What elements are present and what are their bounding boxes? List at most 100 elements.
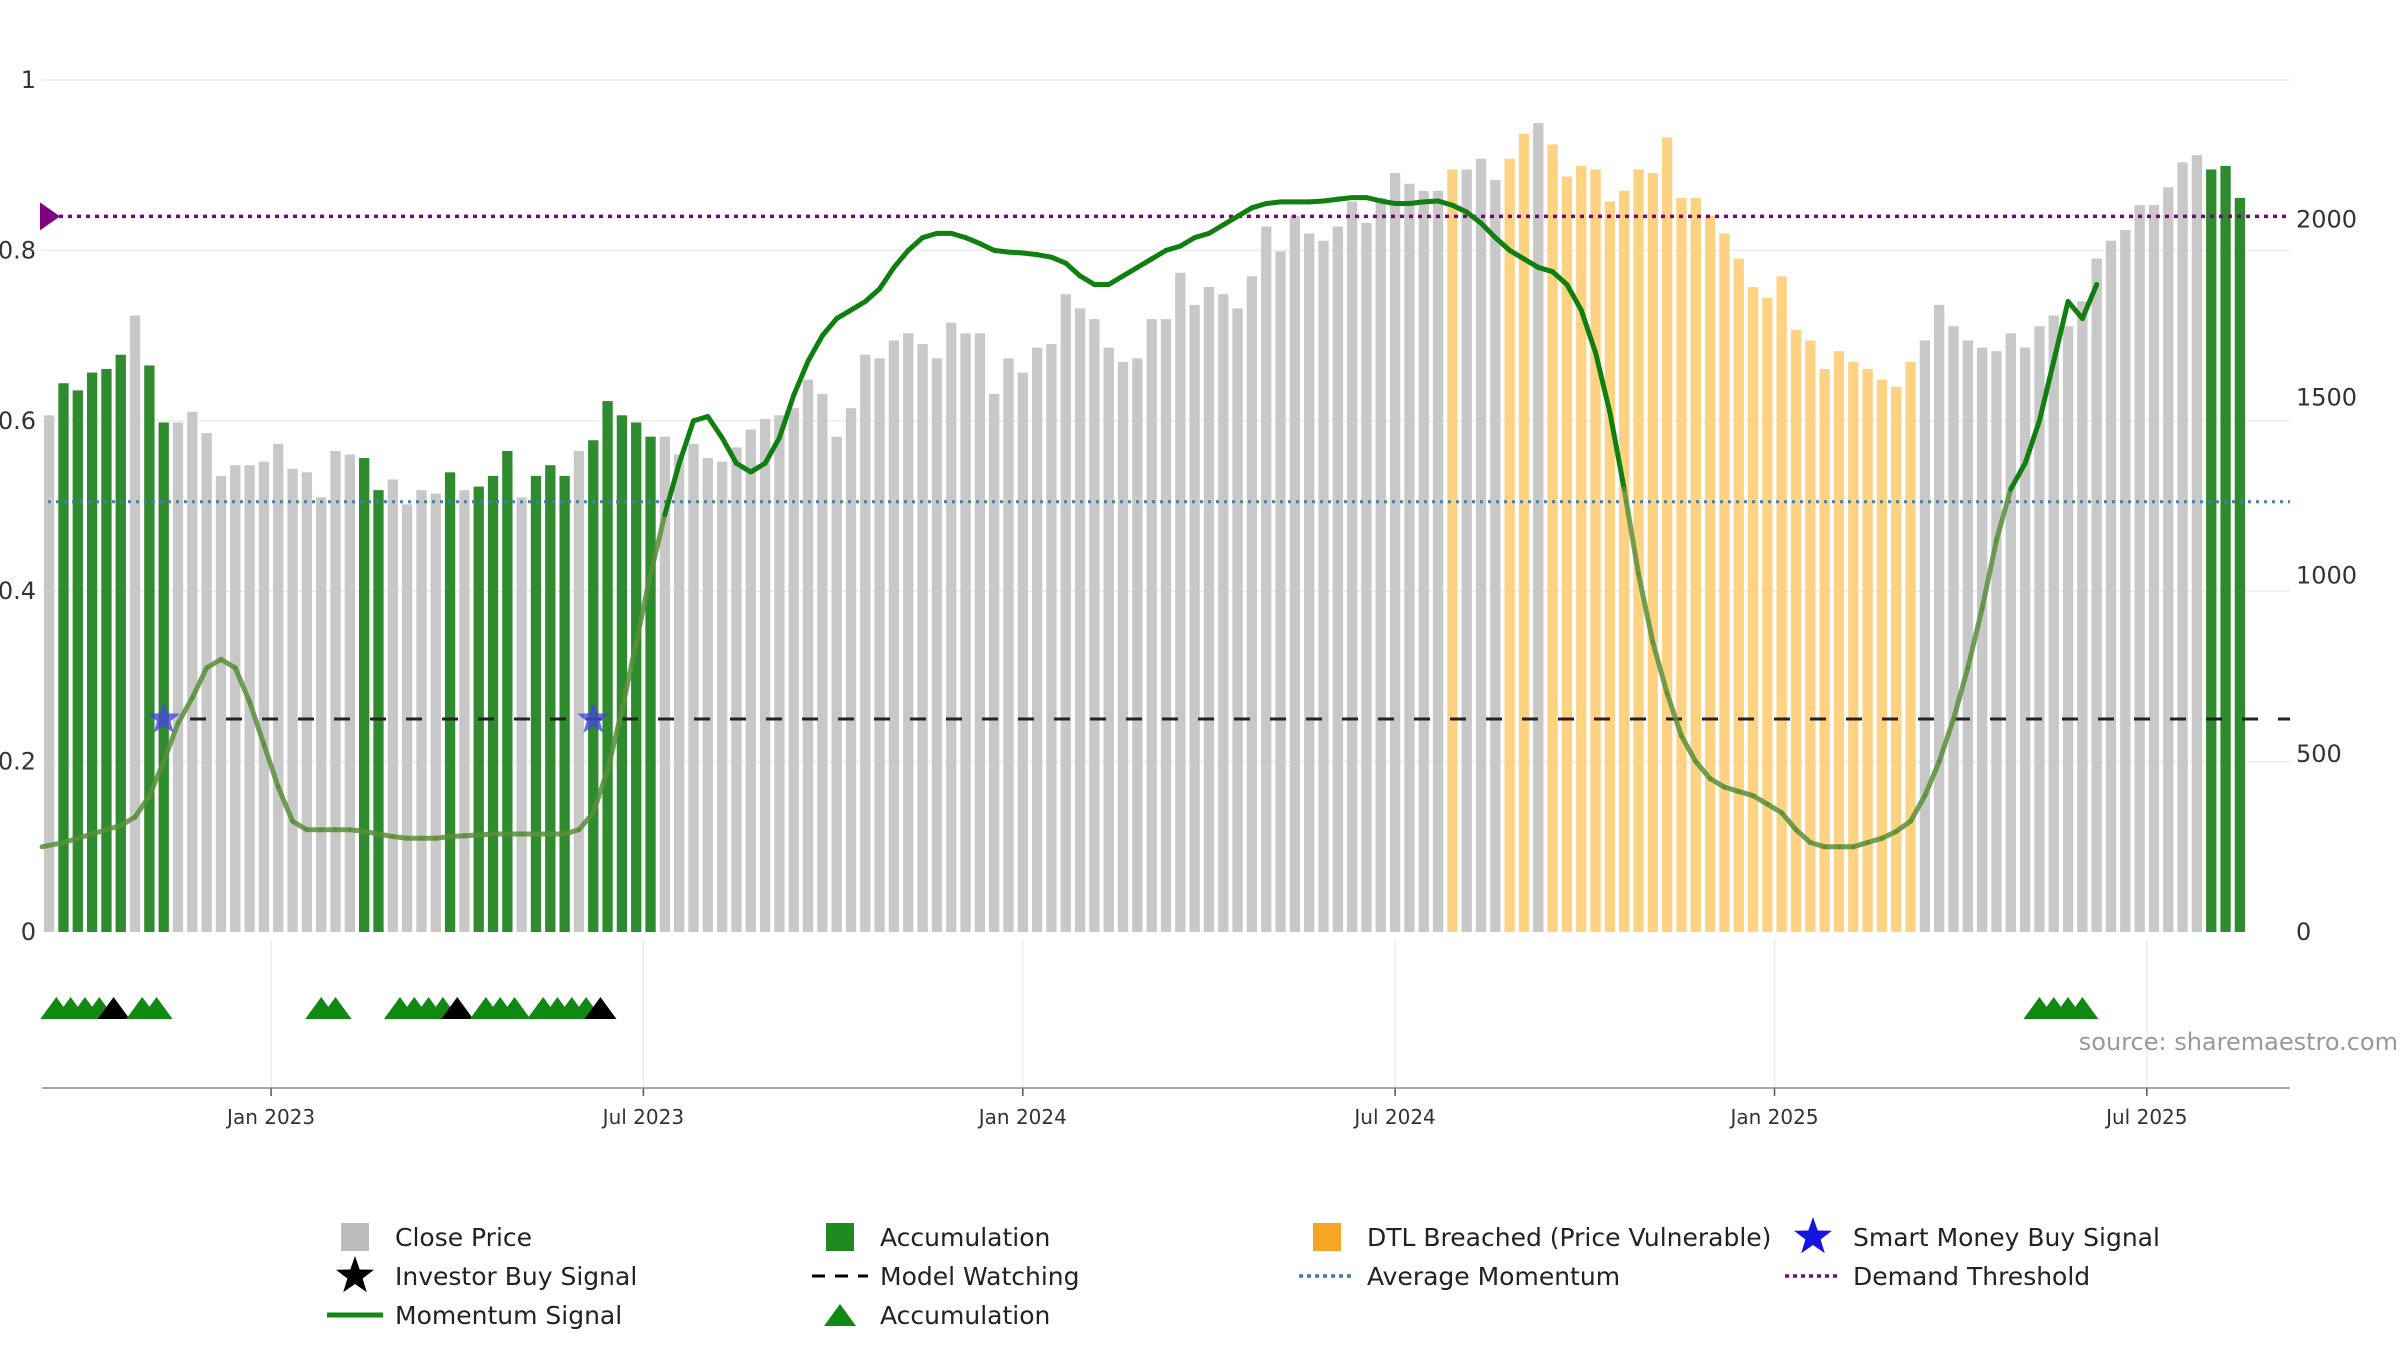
accumulation-bar (2206, 169, 2217, 932)
momentum-signal-segment (1134, 256, 1155, 270)
close-price-bar (1948, 326, 1959, 932)
accumulation-bar (158, 422, 169, 932)
close-price-bar (573, 450, 585, 932)
close-price-bar (330, 450, 341, 932)
momentum-signal-segment (1750, 793, 1770, 807)
close-price-bar (1533, 123, 1544, 932)
legend-accumulation-swatch (826, 1223, 854, 1251)
axes-layer: 0 0.2 0.4 0.6 0.8 1 0 500 1000 1500 2000 Jan 2023 Ju… (0, 66, 2357, 1129)
momentum-signal-segment (963, 235, 983, 247)
momentum-signal-segment (1206, 222, 1226, 236)
legend-dtl-breached-price-vulnerable-label: DTL Breached (Price Vulnerable) (1367, 1223, 1771, 1252)
accumulation-bar (602, 401, 613, 932)
dtl-breached-bar (1805, 340, 1816, 932)
close-price-bar (1003, 358, 1014, 933)
close-price-bar (1490, 180, 1501, 932)
dtl-breached-bar (1862, 368, 1873, 932)
momentum-signal-segment (1979, 537, 1999, 611)
close-price-bar (946, 322, 957, 932)
close-price-bar (874, 358, 885, 933)
close-price-bar (774, 415, 785, 933)
momentum-signal-segment (1965, 605, 1985, 671)
momentum-signal-segment (662, 460, 682, 518)
close-price-bar (903, 333, 914, 932)
close-price-bar (1261, 226, 1272, 932)
close-price-bar (316, 497, 327, 932)
momentum-signal-segment (1593, 350, 1613, 415)
close-price-bar (1046, 344, 1057, 932)
x-tick-jul-2024: Jul 2024 (1352, 1105, 1435, 1129)
x-tick-jul-2023: Jul 2023 (601, 1105, 684, 1129)
close-price-bar (1389, 173, 1401, 932)
momentum-signal-segment (891, 247, 911, 270)
close-price-bar (1318, 240, 1329, 933)
accumulation-triangle (2066, 997, 2099, 1019)
legend-smart-money-buy-signal-label: Smart Money Buy Signal (1853, 1223, 2160, 1252)
close-price-bar (1418, 190, 1429, 933)
dtl-breached-bar (1561, 176, 1573, 932)
close-price-bar (845, 408, 857, 933)
close-price-bar (931, 358, 943, 933)
momentum-signal-segment (776, 392, 797, 441)
left-axis-tick-0.2: 0.2 (0, 748, 36, 776)
close-price-bar (1934, 304, 1945, 933)
close-price-bar (2120, 230, 2131, 932)
close-price-bar (1146, 319, 1157, 932)
close-price-bar (702, 458, 713, 932)
momentum-signal-segment (733, 460, 754, 475)
close-price-bar (344, 454, 356, 932)
close-price-bar (1991, 351, 2002, 933)
accumulation-bar (559, 475, 570, 932)
close-price-bar (516, 497, 527, 932)
close-price-bar (2091, 258, 2102, 932)
dtl-breached-bar (1776, 276, 1787, 932)
dtl-breached-bar (1604, 201, 1616, 932)
momentum-signal-segment (1936, 716, 1957, 765)
dtl-breached-bar (1848, 361, 1859, 933)
x-tick-jan-2024: Jan 2024 (977, 1105, 1067, 1129)
momentum-signal-segment (1621, 486, 1642, 577)
close-price-bar (1475, 158, 1487, 933)
momentum-signal-segment (1120, 264, 1140, 279)
close-price-bar (1346, 201, 1358, 932)
close-price-bar (960, 333, 971, 932)
accumulation-bar (588, 440, 599, 932)
close-price-bar (201, 433, 212, 932)
close-price-bar (2034, 326, 2045, 932)
close-price-bar (287, 468, 298, 932)
legend-model-watching-label: Model Watching (880, 1262, 1080, 1291)
close-price-bar (1189, 304, 1200, 933)
dtl-breached-bar (1504, 158, 1515, 933)
momentum-signal-segment (1993, 486, 2014, 543)
momentum-signal-segment (1220, 213, 1241, 228)
momentum-signal-segment (2051, 299, 2071, 364)
close-price-bar (1275, 251, 1286, 933)
close-price-bar (1919, 340, 1931, 932)
legend-dtl-breached-price-vulnerable-swatch (1313, 1223, 1341, 1251)
close-price-bar (215, 475, 227, 932)
momentum-signal-segment (39, 840, 66, 850)
accumulation-bar (86, 372, 98, 932)
investor-buy-signal-triangle (97, 997, 130, 1019)
close-price-bar (1160, 319, 1172, 932)
close-price-bar (745, 429, 756, 932)
smart-money-buy-signal-star (147, 702, 180, 733)
momentum-signal-segment (1449, 202, 1470, 215)
source-label: source: sharemaestro.com (2079, 1028, 2398, 1056)
momentum-signal-segment (1492, 235, 1513, 253)
close-price-bar (1332, 226, 1343, 932)
momentum-signal-segment (146, 759, 167, 799)
close-price-bar (674, 454, 685, 932)
right-axis-tick-500: 500 (2296, 740, 2342, 768)
legend-average-momentum-label: Average Momentum (1367, 1262, 1620, 1291)
momentum-signal-segment (1607, 409, 1627, 492)
momentum-signal-segment (719, 435, 739, 466)
dtl-breached-bar (1747, 287, 1759, 932)
dtl-breached-bar (1518, 133, 1530, 933)
dtl-breached-bar (1661, 137, 1673, 933)
dtl-breached-bar (1704, 215, 1716, 933)
close-price-bar (2005, 333, 2016, 932)
momentum-signal-segment (218, 656, 238, 671)
close-price-bar (2148, 205, 2160, 932)
